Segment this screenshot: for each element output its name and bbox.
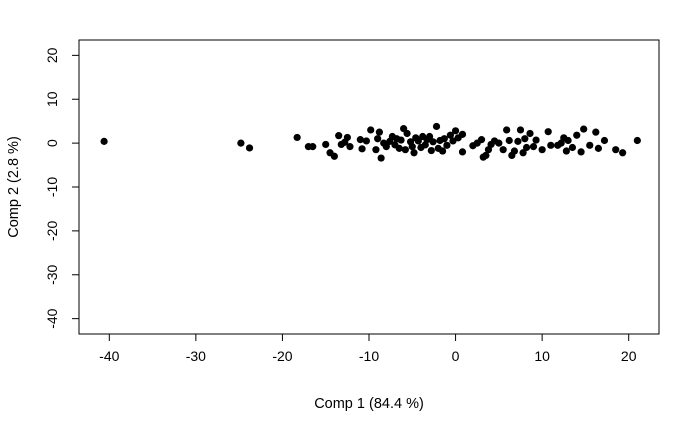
- data-point: [482, 151, 490, 160]
- y-tick-label: -40: [44, 308, 60, 328]
- data-point: [438, 147, 447, 155]
- data-point: [356, 136, 364, 144]
- data-point: [432, 122, 441, 131]
- data-point: [330, 152, 338, 160]
- data-point: [429, 138, 437, 146]
- data-point: [521, 135, 529, 143]
- data-point: [410, 149, 418, 157]
- data-point: [372, 146, 380, 154]
- data-point: [522, 143, 531, 152]
- data-point: [458, 148, 467, 156]
- data-point: [477, 136, 486, 144]
- data-point: [401, 146, 409, 154]
- data-point: [374, 135, 382, 143]
- data-point: [451, 127, 460, 135]
- data-point: [526, 129, 534, 138]
- data-point: [449, 137, 457, 145]
- y-tick-label: -20: [44, 221, 60, 241]
- data-point: [446, 131, 454, 139]
- data-point: [499, 146, 507, 154]
- data-point: [362, 137, 371, 145]
- data-point: [322, 140, 330, 149]
- data-point: [358, 145, 366, 153]
- data-point: [443, 141, 451, 149]
- data-point: [382, 143, 390, 151]
- data-point: [397, 136, 405, 144]
- data-point: [367, 126, 375, 134]
- data-point: [335, 132, 343, 140]
- x-tick-label: 20: [621, 348, 637, 364]
- data-point: [580, 125, 588, 133]
- data-point: [408, 143, 416, 151]
- data-point: [505, 136, 513, 145]
- y-tick-label: -30: [44, 264, 60, 284]
- data-point: [564, 136, 572, 145]
- y-tick-label: 10: [44, 91, 60, 107]
- x-tick-label: -10: [359, 348, 379, 364]
- data-point: [293, 133, 301, 142]
- data-point: [343, 133, 351, 142]
- data-point: [577, 148, 585, 156]
- data-point: [532, 136, 540, 144]
- data-point: [309, 143, 317, 151]
- y-axis: -40 -30 -20 -10 0 10 20: [44, 47, 80, 329]
- data-point: [594, 144, 603, 152]
- y-axis-title: Comp 2 (2.8 %): [6, 136, 22, 238]
- data-point: [619, 149, 627, 157]
- data-point: [519, 149, 527, 157]
- data-point: [495, 139, 503, 147]
- x-axis-title: Comp 1 (84.4 %): [314, 396, 424, 412]
- data-point: [403, 129, 411, 138]
- data-point: [529, 143, 538, 151]
- data-point: [414, 137, 422, 145]
- plot-area: [78, 39, 660, 335]
- data-point: [100, 137, 108, 145]
- x-tick-label: -20: [272, 348, 292, 364]
- data-point: [544, 128, 552, 136]
- data-point: [245, 144, 254, 152]
- data-point: [425, 132, 434, 141]
- x-tick-label: -30: [186, 348, 206, 364]
- data-point: [346, 143, 354, 151]
- y-tick-label: -10: [44, 177, 60, 197]
- data-point: [440, 135, 448, 143]
- data-point: [633, 136, 641, 145]
- data-point: [600, 136, 609, 145]
- x-tick-label: -40: [99, 348, 119, 364]
- data-point: [547, 141, 555, 149]
- data-point: [586, 141, 594, 149]
- data-point: [458, 130, 467, 138]
- data-point: [612, 146, 620, 154]
- x-axis: -40 -30 -20 -10 0 10 20: [99, 333, 637, 364]
- data-point: [237, 139, 245, 147]
- data-point: [568, 143, 577, 152]
- x-tick-label: 0: [452, 348, 460, 364]
- data-points: [100, 122, 641, 162]
- data-point: [375, 128, 383, 136]
- data-point: [503, 126, 511, 134]
- y-tick-label: 20: [44, 47, 60, 63]
- y-tick-label: 0: [44, 139, 60, 147]
- data-point: [514, 137, 522, 145]
- x-tick-label: 10: [534, 348, 550, 364]
- data-point: [573, 131, 581, 139]
- data-point: [510, 147, 519, 155]
- data-point: [592, 128, 600, 136]
- data-point: [395, 144, 403, 152]
- data-point: [562, 147, 570, 155]
- data-point: [538, 146, 546, 154]
- data-point: [377, 154, 385, 162]
- plot-border: [78, 39, 660, 335]
- data-point: [427, 146, 435, 155]
- data-point: [516, 126, 525, 134]
